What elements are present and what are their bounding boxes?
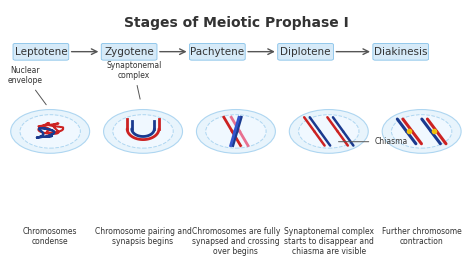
Text: Stages of Meiotic Prophase I: Stages of Meiotic Prophase I xyxy=(124,16,348,30)
Text: Chiasma: Chiasma xyxy=(338,137,408,146)
Circle shape xyxy=(196,110,275,153)
Text: Diakinesis: Diakinesis xyxy=(374,47,428,57)
Text: Pachytene: Pachytene xyxy=(190,47,245,57)
FancyBboxPatch shape xyxy=(13,43,69,60)
Text: Synaptonemal complex
starts to disappear and
chiasma are visible: Synaptonemal complex starts to disappear… xyxy=(284,227,374,256)
FancyBboxPatch shape xyxy=(278,43,333,60)
Circle shape xyxy=(113,115,173,148)
FancyBboxPatch shape xyxy=(373,43,428,60)
Text: Chromosomes are fully
synapsed and crossing
over begins: Chromosomes are fully synapsed and cross… xyxy=(191,227,280,256)
Text: Diplotene: Diplotene xyxy=(280,47,331,57)
Text: Further chromosome
contraction: Further chromosome contraction xyxy=(382,227,462,246)
Circle shape xyxy=(11,110,90,153)
Circle shape xyxy=(289,110,368,153)
Circle shape xyxy=(382,110,461,153)
Circle shape xyxy=(206,115,266,148)
FancyBboxPatch shape xyxy=(101,43,157,60)
Text: Leptotene: Leptotene xyxy=(15,47,67,57)
Text: Synaptonemal
complex: Synaptonemal complex xyxy=(106,61,162,99)
Circle shape xyxy=(299,115,359,148)
Circle shape xyxy=(392,115,452,148)
Text: Zygotene: Zygotene xyxy=(104,47,154,57)
Text: Chromosomes
condense: Chromosomes condense xyxy=(23,227,77,246)
FancyBboxPatch shape xyxy=(190,43,245,60)
Circle shape xyxy=(104,110,182,153)
Text: Chromosome pairing and
synapsis begins: Chromosome pairing and synapsis begins xyxy=(95,227,191,246)
Text: Nuclear
envelope: Nuclear envelope xyxy=(7,66,46,105)
Circle shape xyxy=(20,115,81,148)
